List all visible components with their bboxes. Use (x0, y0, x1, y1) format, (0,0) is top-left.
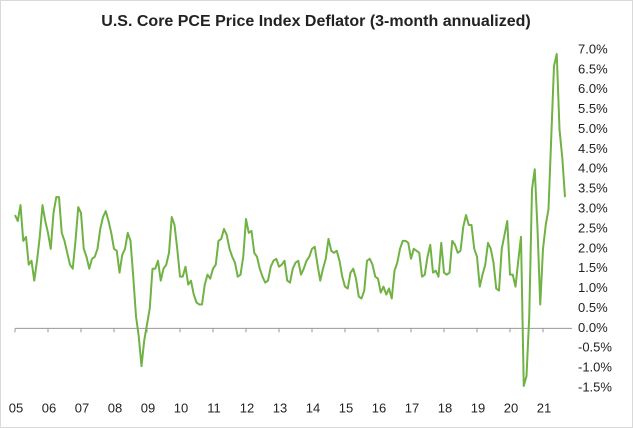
x-tick-label: 21 (537, 400, 551, 415)
y-tick-label: 4.0% (578, 161, 608, 176)
x-tick-label: 14 (306, 400, 320, 415)
x-tick-label: 13 (273, 400, 287, 415)
data-line (14, 52, 566, 388)
y-tick-label: 6.5% (578, 61, 608, 76)
x-tick-label: 07 (75, 400, 89, 415)
x-tick-label: 09 (141, 400, 155, 415)
chart-title: U.S. Core PCE Price Index Deflator (3-mo… (101, 13, 530, 30)
y-tick-label: 6.0% (578, 81, 608, 96)
y-tick-label: 2.0% (578, 240, 608, 255)
y-tick-label: 5.0% (578, 121, 608, 136)
x-tick-label: 16 (372, 400, 386, 415)
y-tick-label: -1.0% (578, 360, 612, 375)
y-tick-label: 0.5% (578, 300, 608, 315)
x-tick-label: 18 (438, 400, 452, 415)
x-tick-label: 05 (9, 400, 23, 415)
y-tick-label: 3.0% (578, 200, 608, 215)
y-tick-label: 5.5% (578, 101, 608, 116)
y-tick-label: 4.5% (578, 141, 608, 156)
x-tick-label: 12 (240, 400, 254, 415)
x-tick-label: 06 (42, 400, 56, 415)
x-tick-label: 10 (174, 400, 188, 415)
x-tick-label: 17 (405, 400, 419, 415)
y-tick-label: 7.0% (578, 41, 608, 56)
x-tick-label: 11 (207, 400, 221, 415)
y-tick-label: 3.5% (578, 181, 608, 196)
x-tick-label: 20 (504, 400, 518, 415)
y-tick-label: 2.5% (578, 220, 608, 235)
y-tick-label: -1.5% (578, 379, 612, 394)
y-tick-label: 0.0% (578, 320, 608, 335)
y-tick-label: -0.5% (578, 340, 612, 355)
y-tick-label: 1.5% (578, 260, 608, 275)
x-tick-label: 15 (339, 400, 353, 415)
x-tick-label: 19 (471, 400, 485, 415)
x-tick-label: 08 (108, 400, 122, 415)
y-tick-label: 1.0% (578, 280, 608, 295)
